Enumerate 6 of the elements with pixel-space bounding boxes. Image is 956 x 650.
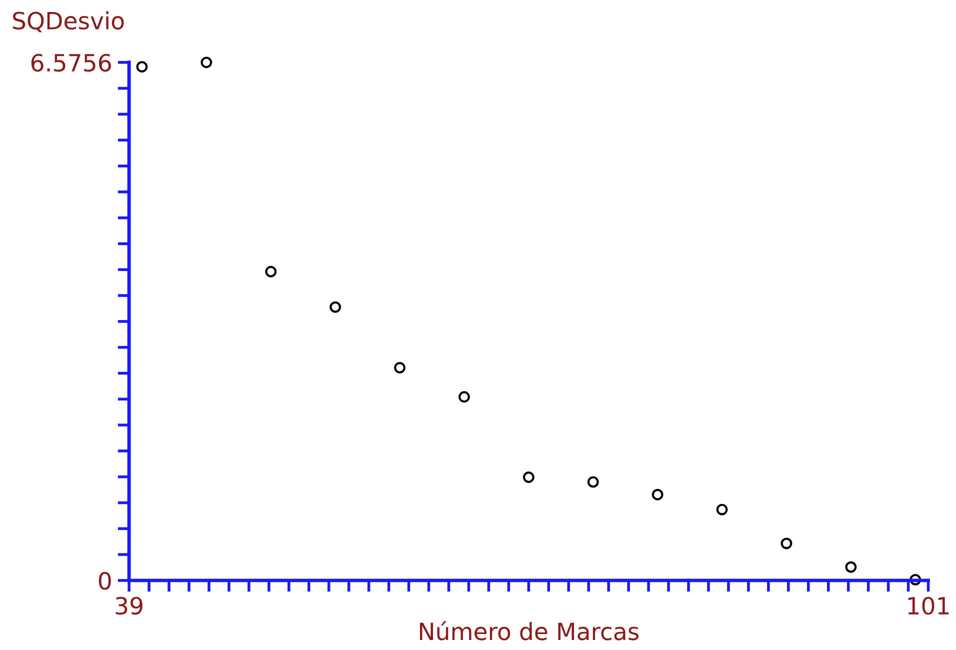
y-tick-label: 6.5756 xyxy=(31,54,111,72)
x-tick-label: 101 xyxy=(908,596,949,615)
x-axis-title: Número de Marcas xyxy=(420,621,639,640)
x-tick-label: 39 xyxy=(116,596,142,615)
y-axis-title: SQDesvio xyxy=(13,11,124,32)
y-tick-label: 0 xyxy=(98,572,111,590)
